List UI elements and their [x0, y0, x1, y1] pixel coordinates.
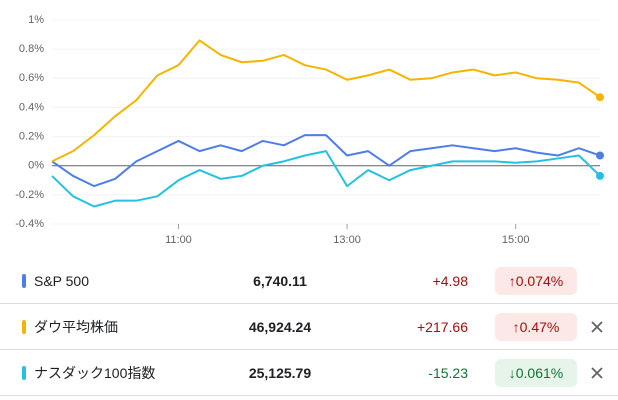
- x-tick-label: 13:00: [333, 234, 361, 246]
- series-marker: [22, 365, 26, 380]
- series-marker: [22, 319, 26, 334]
- percent-change: ↑0.074%: [495, 266, 577, 295]
- remove-button[interactable]: [589, 365, 605, 381]
- end-dot: [596, 93, 604, 102]
- series-name: ナスダック100指数: [34, 364, 156, 381]
- change: -15.23: [428, 364, 468, 381]
- x-tick-label: 11:00: [165, 234, 192, 246]
- end-dot: [596, 151, 604, 160]
- change: +4.98: [432, 272, 468, 289]
- table-row: ダウ平均株価 46,924.24 +217.66 ↑0.47%: [0, 304, 618, 350]
- price: 25,125.79: [248, 364, 312, 381]
- table-row: S&P 500 6,740.11 +4.98 ↑0.074%: [0, 258, 618, 304]
- percent-change: ↑0.47%: [495, 312, 577, 341]
- table-row: ナスダック100指数 25,125.79 -15.23 ↓0.061%: [0, 350, 618, 396]
- y-tick-label: 0%: [28, 160, 44, 172]
- price: 46,924.24: [248, 318, 312, 335]
- series-marker: [22, 273, 26, 288]
- y-tick-label: 1%: [28, 14, 44, 26]
- remove-icon: [591, 320, 603, 333]
- series-line: [51, 39, 601, 163]
- price: 6,740.11: [253, 272, 307, 289]
- y-tick-label: -0.2%: [15, 189, 44, 201]
- remove-icon: [591, 366, 603, 379]
- chart: 1% 0.8% 0.6% 0.4% 0.2% 0% -0.2% -0.4% 11:00 13:00…: [15, 14, 604, 246]
- y-tick-label: 0.4%: [19, 101, 44, 113]
- y-tick-label: 0.6%: [19, 72, 44, 84]
- series-line: [51, 150, 601, 208]
- series-name: ダウ平均株価: [34, 318, 118, 335]
- y-tick-label: -0.4%: [15, 218, 44, 230]
- change: +217.66: [417, 318, 468, 335]
- remove-button[interactable]: [589, 319, 605, 335]
- percent-change: ↓0.061%: [495, 358, 577, 387]
- end-dot: [596, 171, 604, 180]
- y-tick-label: 0.2%: [19, 130, 44, 142]
- x-tick-label: 15:00: [502, 234, 530, 246]
- comparison-table: S&P 500 6,740.11 +4.98 ↑0.074% ダウ平均株価 46,924.…: [0, 258, 618, 396]
- series-line: [51, 134, 601, 188]
- series-name: S&P 500: [34, 272, 90, 289]
- y-tick-label: 0.8%: [19, 43, 44, 55]
